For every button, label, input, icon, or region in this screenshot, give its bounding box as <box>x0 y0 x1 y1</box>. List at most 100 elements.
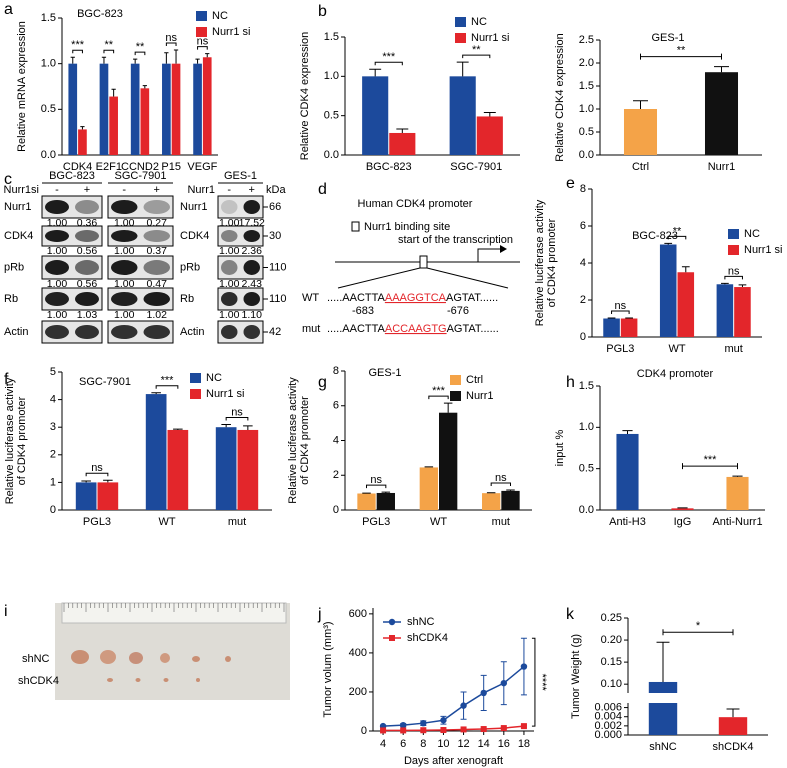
x-tick-label: mut <box>228 516 246 528</box>
legend-marker <box>389 635 395 641</box>
significance-label: ** <box>677 45 686 57</box>
blot-band <box>45 260 69 275</box>
quantification: 2.36 <box>242 245 263 257</box>
x-tick-label: 10 <box>437 738 449 750</box>
protein-label: Actin <box>4 326 28 338</box>
y-tick-label: 1.0 <box>579 421 594 433</box>
significance-bracket <box>85 472 109 477</box>
bar <box>501 490 520 510</box>
y-tick-label: 400 <box>349 647 367 659</box>
significance-label: *** <box>382 51 396 63</box>
y-tick-label: 0.10 <box>601 678 622 690</box>
blot-band <box>111 200 138 214</box>
significance-bracket <box>662 629 734 636</box>
error-bar <box>664 242 673 245</box>
sequence: .....AACTTAACCAAGTGAGTAT...... <box>327 323 499 335</box>
error-bar <box>633 100 648 109</box>
bar <box>449 76 476 155</box>
legend-label: shCDK4 <box>407 632 448 644</box>
size-label: 66 <box>269 201 281 213</box>
panel-letter: g <box>318 374 327 391</box>
bar <box>482 493 501 510</box>
legend-label: Ctrl <box>466 374 483 386</box>
significance-label: ns <box>495 472 507 484</box>
bar <box>171 63 181 155</box>
sequence-part: AGTAT...... <box>447 323 499 335</box>
y-axis-label: Relative luciferase activity <box>4 377 16 504</box>
point <box>520 723 527 730</box>
y-tick-label: 600 <box>349 608 367 620</box>
y-tick-label: 2.0 <box>579 57 594 69</box>
panel-letter: k <box>566 606 575 623</box>
y-axis-label: input % <box>554 429 566 466</box>
y-tick-label: 5 <box>50 366 56 378</box>
x-tick-label: 8 <box>420 738 426 750</box>
y-tick-label: 1.5 <box>41 12 56 24</box>
quantification: 1.03 <box>77 309 98 321</box>
blot-band <box>243 200 260 214</box>
error-bar <box>173 49 179 64</box>
significance-label: **** <box>536 674 548 692</box>
point <box>420 719 427 727</box>
x-tick-label: IgG <box>674 516 692 528</box>
bar <box>140 88 150 155</box>
bar <box>726 476 749 510</box>
y-tick-label: 4 <box>580 257 586 269</box>
blot-band <box>243 230 260 242</box>
y-tick-label: 3 <box>50 421 56 433</box>
blot-band <box>75 200 99 214</box>
significance-bracket <box>490 482 511 487</box>
significance-label: ** <box>472 44 481 56</box>
bar <box>357 493 376 510</box>
significance-bracket <box>103 49 115 54</box>
tumor <box>100 650 116 664</box>
bar <box>616 433 639 510</box>
blot-band <box>221 200 238 214</box>
significance-label: *** <box>432 385 446 397</box>
y-tick-label: 1.0 <box>324 70 339 82</box>
x-tick-label: WT <box>668 343 685 355</box>
significance-bracket <box>165 42 177 46</box>
significance-bracket <box>531 637 536 727</box>
y-tick-label: 0.15 <box>601 656 622 668</box>
lane-label: + <box>154 184 160 196</box>
x-axis-label: Days after xenograft <box>404 755 503 767</box>
lane-label: - <box>227 184 231 196</box>
x-tick-label: VEGF <box>187 161 217 173</box>
x-tick-label: 12 <box>457 738 469 750</box>
position-label: -683 <box>352 305 374 317</box>
protein-label: Nurr1 <box>4 201 32 213</box>
error-bar <box>81 480 91 483</box>
y-tick-label: 0.000 <box>594 729 622 741</box>
point <box>480 689 487 697</box>
blot-band <box>111 230 138 242</box>
quantification: 0.56 <box>77 278 98 290</box>
y-axis-label: Tumor volum (mm³) <box>322 621 334 717</box>
panel-letter: a <box>4 1 13 18</box>
panel-letter: f <box>4 371 9 388</box>
tumor <box>192 656 200 662</box>
lane-label: - <box>55 184 59 196</box>
tumor-photo: i shNC shCDK4 <box>4 602 290 700</box>
y-tick-label: 2.5 <box>579 34 594 46</box>
error-bar <box>714 66 729 73</box>
row-label: shCDK4 <box>18 675 59 687</box>
panel-letter: h <box>566 374 575 391</box>
y-tick-label: 6 <box>580 220 586 232</box>
blot-band <box>243 325 260 339</box>
size-label: 42 <box>269 326 281 338</box>
error-bar <box>721 282 729 285</box>
error-bar <box>681 266 690 273</box>
y-tick-label: 8 <box>580 183 586 195</box>
blot-band <box>143 325 170 339</box>
protein-label: Nurr1 <box>180 201 208 213</box>
significance-label: * <box>696 620 701 632</box>
tumor <box>196 678 200 682</box>
sequence-part: .....AACTTA <box>327 292 386 304</box>
x-tick-label: BGC-823 <box>366 161 412 173</box>
error-bar <box>151 392 161 395</box>
protein-label: pRb <box>4 261 24 273</box>
quantification: 1.00 <box>47 309 68 321</box>
bar <box>78 129 87 155</box>
